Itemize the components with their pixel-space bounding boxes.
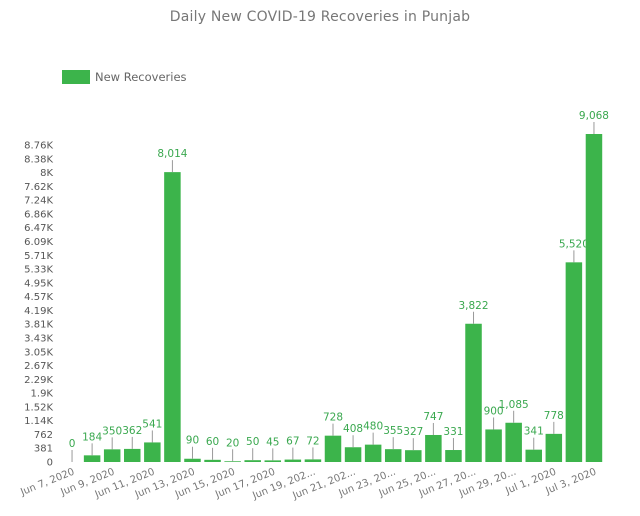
- bar: [244, 460, 261, 462]
- data-label: 362: [122, 425, 142, 437]
- y-tick-label: 5.33K: [24, 265, 53, 276]
- bar: [324, 435, 342, 462]
- bar: [585, 134, 603, 462]
- data-label: 9,068: [579, 110, 609, 122]
- bar: [545, 433, 563, 462]
- bar: [124, 448, 141, 462]
- data-label: 45: [266, 436, 279, 448]
- y-tick-label: 8.76K: [24, 141, 53, 152]
- bar: [224, 461, 241, 462]
- legend-swatch: [62, 70, 90, 84]
- data-label: 778: [544, 410, 564, 422]
- data-label: 408: [343, 423, 363, 435]
- data-label: 5,520: [559, 238, 589, 250]
- y-tick-label: 381: [34, 444, 53, 455]
- bar: [405, 450, 422, 462]
- bar: [83, 455, 101, 462]
- legend[interactable]: New Recoveries: [62, 70, 187, 84]
- bar: [384, 449, 402, 462]
- y-tick-label: 1.14K: [24, 416, 53, 427]
- bar: [525, 449, 542, 462]
- data-label: 90: [186, 435, 199, 447]
- bar: [505, 422, 522, 462]
- bar: [164, 172, 181, 462]
- bar: [425, 434, 442, 462]
- y-tick-label: 6.47K: [24, 223, 53, 234]
- bar: [304, 459, 322, 462]
- data-label: 50: [246, 436, 259, 448]
- data-label: 341: [524, 426, 544, 438]
- y-tick-label: 7.62K: [24, 182, 53, 193]
- y-tick-label: 2.29K: [24, 375, 53, 386]
- bar: [264, 460, 282, 462]
- y-tick-label: 8K: [40, 168, 53, 179]
- y-tick-label: 4.57K: [24, 292, 53, 303]
- y-tick-label: 5.71K: [24, 251, 53, 262]
- y-tick-label: 0: [47, 458, 53, 469]
- y-tick-label: 4.95K: [24, 278, 53, 289]
- data-label: 60: [206, 436, 219, 448]
- legend-label: New Recoveries: [95, 70, 187, 84]
- chart-title: Daily New COVID-19 Recoveries in Punjab: [169, 9, 471, 25]
- y-tick-label: 2.67K: [24, 361, 53, 372]
- data-label: 0: [69, 438, 76, 450]
- bar: [144, 442, 161, 462]
- data-label: 747: [423, 411, 443, 423]
- data-label: 327: [403, 426, 423, 438]
- y-tick-label: 762: [34, 430, 53, 441]
- data-label: 67: [286, 436, 299, 448]
- data-label: 350: [102, 425, 122, 437]
- bar: [465, 323, 482, 462]
- data-label: 3,822: [458, 300, 488, 312]
- y-tick-label: 6.09K: [24, 237, 53, 248]
- data-label: 355: [383, 425, 403, 437]
- y-tick-label: 1.52K: [24, 402, 53, 413]
- data-label: 728: [323, 412, 343, 424]
- y-tick-label: 1.9K: [31, 389, 54, 400]
- bar: [344, 447, 362, 462]
- y-axis: 0 381 762 1.14K 1.52K 1.9K 2.29K 2.67K 3.05K 3.43…: [24, 141, 53, 469]
- y-tick-label: 4.19K: [24, 306, 53, 317]
- bar: [485, 429, 502, 462]
- y-tick-label: 8.38K: [24, 154, 53, 165]
- data-label: 480: [363, 421, 383, 433]
- y-tick-label: 3.05K: [24, 347, 53, 358]
- data-label: 184: [82, 431, 102, 443]
- bar: [184, 458, 201, 462]
- data-label: 331: [443, 426, 463, 438]
- bar: [284, 459, 302, 462]
- bar: [204, 459, 221, 462]
- y-tick-label: 6.86K: [24, 209, 53, 220]
- y-tick-label: 3.43K: [24, 333, 53, 344]
- y-tick-label: 3.81K: [24, 320, 53, 331]
- bar: [565, 262, 583, 462]
- y-tick-label: 7.24K: [24, 196, 53, 207]
- bar: [103, 449, 121, 462]
- data-label: 20: [226, 437, 239, 449]
- data-label: 900: [484, 405, 504, 417]
- data-label: 541: [142, 418, 162, 430]
- bar: [445, 450, 462, 462]
- data-label: 8,014: [157, 148, 187, 160]
- data-label: 72: [306, 435, 319, 447]
- data-label: 1,085: [499, 399, 529, 411]
- bar: [364, 444, 382, 462]
